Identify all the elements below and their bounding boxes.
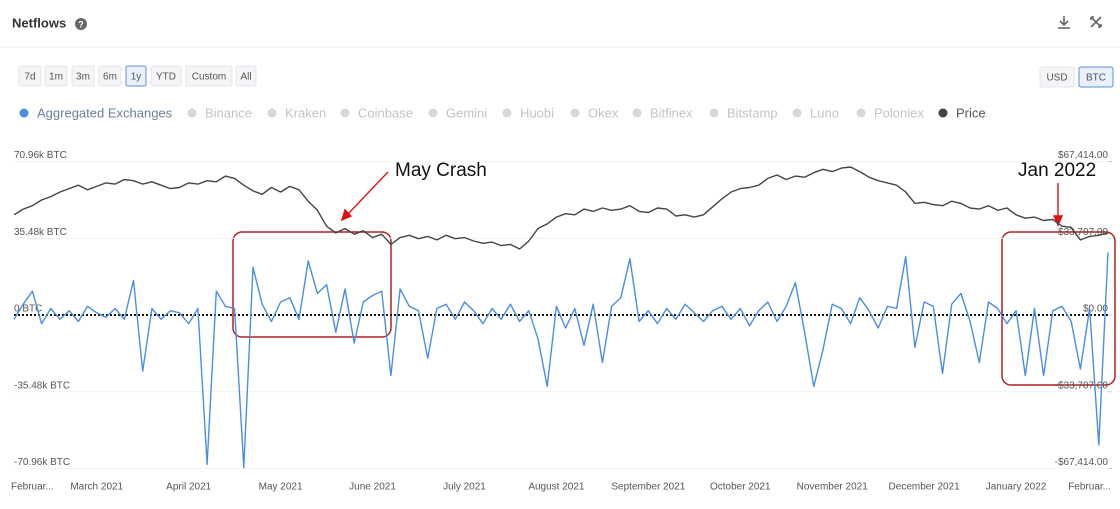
range-button[interactable]: Custom xyxy=(185,65,233,87)
legend-label: Poloniex xyxy=(874,105,924,120)
svg-text:All: All xyxy=(240,72,251,83)
legend-item[interactable]: Huobi xyxy=(502,105,555,120)
x-tick-label: March 2021 xyxy=(70,482,123,493)
range-button[interactable]: 6m xyxy=(98,65,122,87)
legend-item[interactable]: Price xyxy=(938,105,986,120)
x-tick-label: September 2021 xyxy=(611,482,685,493)
legend-label: Luno xyxy=(810,105,839,120)
range-button[interactable]: 1m xyxy=(44,65,68,87)
x-tick-label: July 2021 xyxy=(443,482,486,493)
svg-text:1y: 1y xyxy=(131,72,142,83)
svg-text:BTC: BTC xyxy=(1086,73,1106,84)
legend-label: Bitstamp xyxy=(727,105,778,120)
legend-label: Bitfinex xyxy=(650,105,693,120)
currency-button[interactable]: BTC xyxy=(1078,66,1114,88)
legend-dot xyxy=(19,108,29,118)
y2-tick-label: $33,707.00 xyxy=(1058,227,1108,238)
y-tick-label: -35.48k BTC xyxy=(14,380,70,391)
legend-dot xyxy=(632,108,642,118)
legend-label: Gemini xyxy=(446,105,487,120)
legend-item[interactable]: Binance xyxy=(187,105,252,120)
help-icon[interactable]: ? xyxy=(75,18,87,30)
x-tick-label: December 2021 xyxy=(889,482,961,493)
annotation: Jan 2022 xyxy=(1018,160,1096,181)
y-tick-label: -70.96k BTC xyxy=(14,457,70,468)
range-button[interactable]: All xyxy=(235,65,257,87)
y-tick-label: 0 BTC xyxy=(14,304,42,315)
annotation-arrow xyxy=(340,171,1064,227)
range-button[interactable]: 7d xyxy=(18,65,42,87)
annotation-box xyxy=(232,231,1116,386)
range-button[interactable]: 1y xyxy=(125,65,147,87)
x-tick-label: April 2021 xyxy=(166,482,211,493)
x-tick-label: October 2021 xyxy=(710,482,771,493)
legend-label: Price xyxy=(956,105,986,120)
legend-dot xyxy=(340,108,350,118)
x-tick-label: January 2022 xyxy=(986,482,1047,493)
annotation: May Crash xyxy=(395,160,487,181)
legend-item[interactable]: Bitfinex xyxy=(632,105,694,120)
expand-icon[interactable] xyxy=(1090,16,1102,28)
y2-tick-label: $0.00 xyxy=(1083,304,1108,315)
legend-dot xyxy=(792,108,802,118)
y-tick-label: 70.96k BTC xyxy=(14,150,67,161)
legend-label: Kraken xyxy=(285,105,326,120)
legend-item[interactable]: Aggregated Exchanges xyxy=(19,105,173,120)
legend-label: Coinbase xyxy=(358,105,413,120)
legend-label: Aggregated Exchanges xyxy=(37,105,173,120)
legend-dot xyxy=(187,108,197,118)
x-tick-label: November 2021 xyxy=(797,482,869,493)
x-tick-label: August 2021 xyxy=(528,482,585,493)
x-tick-label: Februar... xyxy=(1068,482,1111,493)
y-tick-label: 35.48k BTC xyxy=(14,227,67,238)
legend-dot xyxy=(856,108,866,118)
y2-tick-label: -$33,707.00 xyxy=(1055,380,1109,391)
legend-label: Binance xyxy=(205,105,252,120)
netflow-line xyxy=(13,252,1109,469)
legend-dot xyxy=(428,108,438,118)
legend-item[interactable]: Okex xyxy=(570,105,619,120)
range-button[interactable]: 3m xyxy=(71,65,95,87)
range-button[interactable]: YTD xyxy=(150,65,182,87)
svg-text:7d: 7d xyxy=(24,72,35,83)
svg-text:?: ? xyxy=(78,19,84,29)
legend-item[interactable]: Luno xyxy=(792,105,839,120)
legend-dot xyxy=(709,108,719,118)
panel-title: Netflows xyxy=(12,15,66,30)
legend-label: Okex xyxy=(588,105,619,120)
svg-text:3m: 3m xyxy=(76,72,90,83)
legend-dot xyxy=(570,108,580,118)
svg-text:USD: USD xyxy=(1046,73,1067,84)
x-tick-label: May 2021 xyxy=(259,482,303,493)
legend-label: Huobi xyxy=(520,105,554,120)
currency-button[interactable]: USD xyxy=(1039,66,1075,88)
y2-tick-label: $67,414.00 xyxy=(1058,150,1108,161)
legend-dot xyxy=(502,108,512,118)
legend-item[interactable]: Poloniex xyxy=(856,105,925,120)
legend-item[interactable]: Coinbase xyxy=(340,105,413,120)
legend-item[interactable]: Gemini xyxy=(428,105,488,120)
legend-dot xyxy=(267,108,277,118)
y2-tick-label: -$67,414.00 xyxy=(1055,457,1109,468)
download-icon[interactable] xyxy=(1058,16,1070,29)
svg-text:YTD: YTD xyxy=(156,72,176,83)
x-tick-label: June 2021 xyxy=(349,482,396,493)
svg-text:6m: 6m xyxy=(103,72,117,83)
legend-item[interactable]: Bitstamp xyxy=(709,105,778,120)
price-line xyxy=(13,166,1109,250)
svg-text:1m: 1m xyxy=(49,72,63,83)
x-tick-label: Februar... xyxy=(11,482,54,493)
legend-dot xyxy=(938,108,948,118)
legend-item[interactable]: Kraken xyxy=(267,105,327,120)
svg-text:Custom: Custom xyxy=(192,72,226,83)
